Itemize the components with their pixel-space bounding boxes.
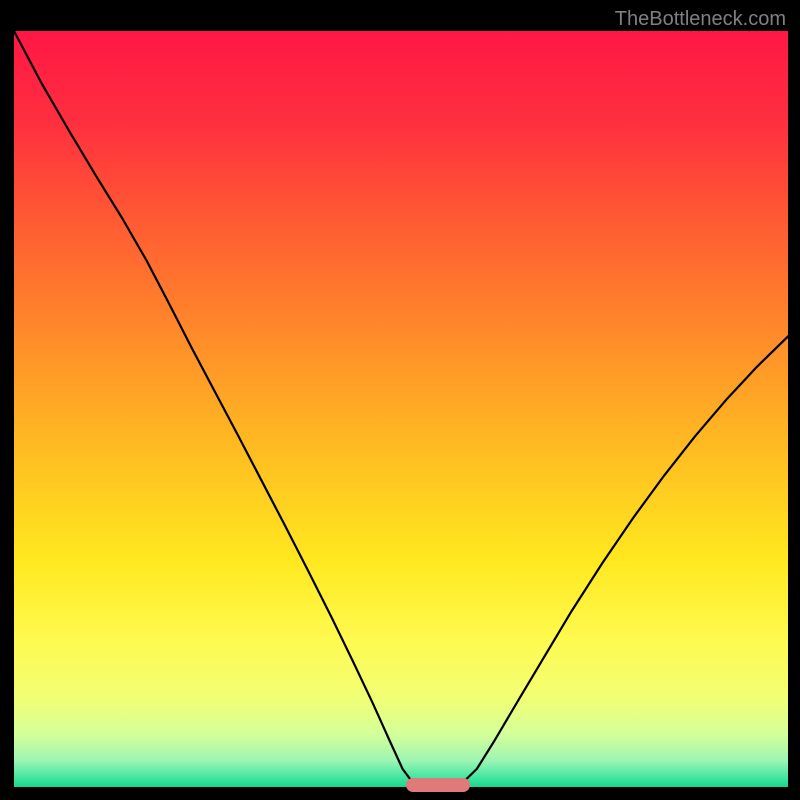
- optimum-marker: [406, 778, 469, 792]
- plot-area: [14, 31, 788, 787]
- bottleneck-curve: [14, 31, 788, 787]
- watermark-text: TheBottleneck.com: [615, 8, 786, 31]
